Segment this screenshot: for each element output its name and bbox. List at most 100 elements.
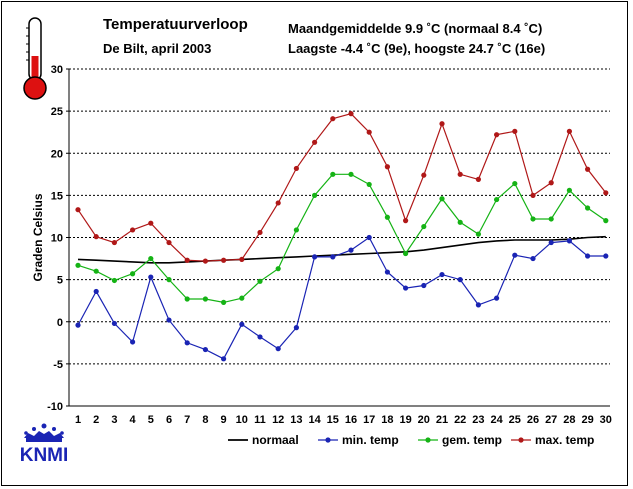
data-point-gem xyxy=(348,171,354,177)
series-line-max xyxy=(77,113,607,262)
data-point-max xyxy=(130,227,136,233)
y-tick-label: 30 xyxy=(51,64,63,76)
x-tick-label: 27 xyxy=(545,414,557,426)
data-point-gem xyxy=(421,223,427,230)
series-line-normaal xyxy=(77,235,606,264)
logo-text: KNMI xyxy=(20,445,69,466)
data-point-gem xyxy=(330,171,336,177)
data-point-min xyxy=(512,252,518,258)
data-point-min xyxy=(348,247,354,253)
y-tick-label: -10 xyxy=(47,401,63,413)
data-point-gem xyxy=(530,216,536,222)
data-point-max xyxy=(293,165,299,172)
y-tick-label: 5 xyxy=(57,275,63,287)
data-point-min xyxy=(221,356,227,362)
data-point-max xyxy=(239,256,245,263)
data-point-max xyxy=(384,164,390,170)
x-tick-label: 16 xyxy=(345,414,357,426)
x-tick-label: 8 xyxy=(202,414,208,426)
data-point-max xyxy=(221,257,227,263)
x-tick-label: 26 xyxy=(527,414,539,426)
data-point-min xyxy=(275,346,281,352)
data-point-gem xyxy=(312,192,318,198)
data-point-max xyxy=(439,121,445,127)
data-point-max xyxy=(603,190,609,196)
data-point-max xyxy=(457,171,463,177)
legend-marker-gem xyxy=(425,437,431,443)
data-point-max xyxy=(512,128,518,134)
data-point-min xyxy=(312,254,318,260)
crown-icon xyxy=(24,423,64,442)
data-point-gem xyxy=(512,180,518,187)
y-axis-label: Graden Celsius xyxy=(31,193,45,281)
data-point-gem xyxy=(548,216,554,222)
y-tick-label: 15 xyxy=(51,190,63,202)
x-tick-label: 6 xyxy=(166,414,172,426)
x-tick-label: 30 xyxy=(600,414,612,426)
knmi-logo: KNMI xyxy=(20,423,69,466)
data-point-gem xyxy=(257,278,263,284)
data-point-gem xyxy=(111,277,117,284)
y-tick-label: 0 xyxy=(57,317,63,329)
data-point-max xyxy=(111,239,117,246)
series-line-min xyxy=(77,236,606,360)
data-point-gem xyxy=(494,196,500,203)
legend-label-max: max. temp xyxy=(535,433,594,447)
data-point-min xyxy=(566,238,573,244)
x-tick-label: 9 xyxy=(221,414,227,426)
data-point-max xyxy=(75,207,81,213)
data-point-gem xyxy=(439,196,445,202)
data-point-max xyxy=(421,172,427,178)
data-point-gem xyxy=(221,299,227,305)
data-point-max xyxy=(93,234,99,240)
data-point-min xyxy=(548,239,554,246)
data-point-max xyxy=(184,257,190,263)
data-point-gem xyxy=(403,250,409,257)
data-point-max xyxy=(475,176,481,182)
data-point-min xyxy=(439,271,445,278)
data-point-min xyxy=(75,322,81,328)
x-tick-label: 21 xyxy=(436,414,448,426)
data-point-gem xyxy=(75,262,81,268)
x-tick-label: 25 xyxy=(509,414,521,426)
x-tick-label: 23 xyxy=(472,414,484,426)
data-point-gem xyxy=(603,218,609,224)
data-point-max xyxy=(330,116,336,122)
data-point-min xyxy=(585,253,591,259)
extremes-stat: Laagste -4.4 ˚C (9e), hoogste 24.7 ˚C (1… xyxy=(288,41,546,56)
x-tick-label: 11 xyxy=(254,414,266,426)
x-tick-label: 4 xyxy=(130,414,137,426)
data-point-gem xyxy=(293,227,299,233)
legend-label-normaal: normaal xyxy=(252,433,299,447)
data-point-gem xyxy=(384,214,390,220)
data-point-max xyxy=(257,229,263,236)
data-point-max xyxy=(366,129,372,135)
data-point-min xyxy=(366,234,372,241)
data-point-max xyxy=(494,132,500,138)
x-tick-label: 12 xyxy=(272,414,284,426)
data-point-min xyxy=(166,317,172,323)
data-point-min xyxy=(603,253,609,259)
data-point-min xyxy=(202,346,208,353)
data-point-gem xyxy=(130,271,136,277)
data-point-gem xyxy=(366,181,372,188)
legend-label-min: min. temp xyxy=(342,433,399,447)
data-point-gem xyxy=(585,205,591,211)
data-point-gem xyxy=(566,187,573,193)
data-point-min xyxy=(148,274,154,280)
x-tick-label: 7 xyxy=(184,414,190,426)
legend-marker-max xyxy=(518,437,524,443)
data-point-min xyxy=(111,320,117,327)
legend-marker-min xyxy=(325,437,331,443)
y-tick-label: 20 xyxy=(51,148,63,160)
thermometer-icon xyxy=(23,17,47,100)
data-point-min xyxy=(257,334,263,340)
x-tick-label: 1 xyxy=(75,414,81,426)
x-tick-label: 20 xyxy=(418,414,430,426)
data-point-max xyxy=(312,139,318,145)
x-tick-label: 22 xyxy=(454,414,466,426)
data-point-gem xyxy=(166,277,172,283)
y-tick-label: 10 xyxy=(51,233,63,245)
